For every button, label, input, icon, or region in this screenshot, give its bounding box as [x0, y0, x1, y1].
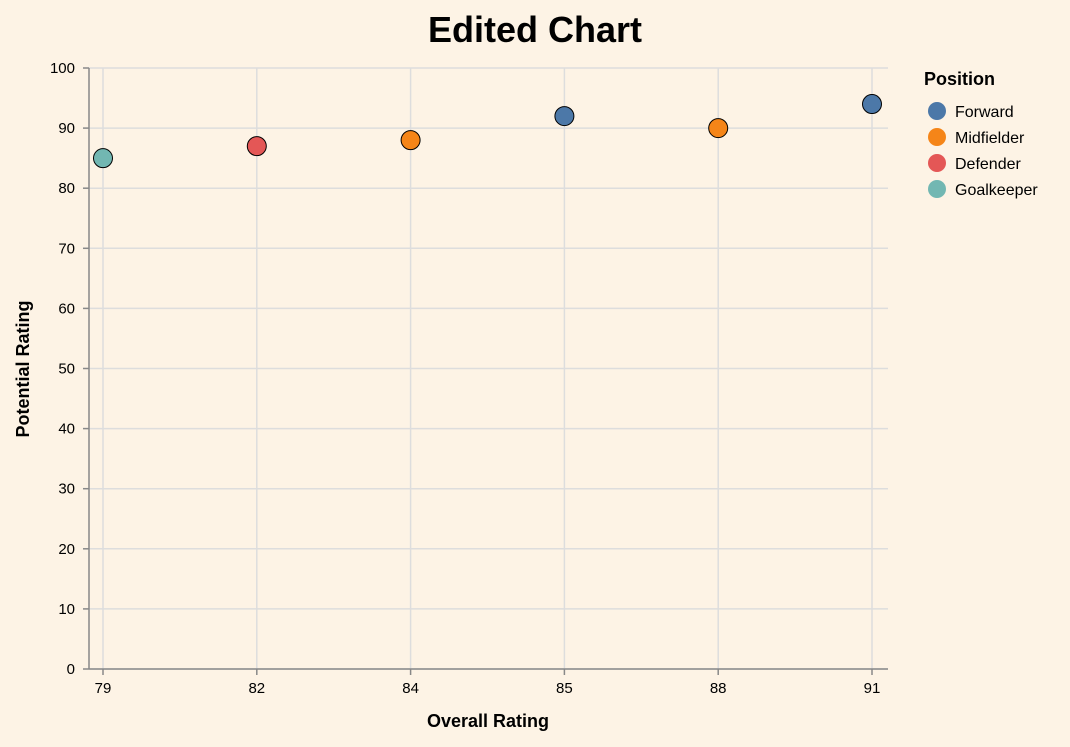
y-tick-label: 70 — [58, 240, 75, 257]
data-point — [862, 94, 882, 115]
chart-title: Edited Chart — [428, 9, 642, 50]
legend-label: Goalkeeper — [955, 182, 1038, 199]
data-point — [708, 118, 729, 139]
y-tick-label: 100 — [50, 60, 75, 77]
y-tick-label: 0 — [67, 661, 75, 678]
legend-label: Defender — [955, 156, 1021, 173]
y-tick-label: 90 — [58, 120, 75, 137]
legend-swatch — [928, 128, 946, 146]
x-tick-label: 88 — [710, 680, 727, 697]
data-point — [246, 136, 267, 157]
legend-swatch — [928, 102, 946, 120]
x-tick-label: 91 — [864, 680, 881, 697]
y-axis-title: Potential Rating — [13, 300, 33, 437]
data-point — [554, 106, 575, 127]
points-layer — [93, 94, 882, 169]
legend-label: Forward — [955, 104, 1014, 121]
y-tick-label: 20 — [58, 541, 75, 558]
legend-swatch — [928, 154, 946, 172]
grid-layer — [89, 67, 888, 670]
x-tick-label: 79 — [95, 680, 112, 697]
y-tick-label: 60 — [58, 300, 75, 317]
y-tick-label: 80 — [58, 180, 75, 197]
legend-title: Position — [924, 69, 995, 89]
data-point — [93, 148, 113, 169]
data-point — [400, 130, 421, 151]
axis-layer: 79 82 84 85 88 91 0 10 20 30 40 50 60 70 80 90 100 — [50, 60, 888, 697]
x-tick-label: 82 — [248, 680, 265, 697]
legend-label: Midfielder — [955, 130, 1025, 147]
x-tick-label: 85 — [556, 680, 573, 697]
y-tick-label: 50 — [58, 361, 75, 378]
legend-swatch — [928, 180, 946, 198]
legend: Position Forward Midfielder Defender Goalke… — [924, 69, 1038, 199]
y-tick-label: 40 — [58, 421, 75, 438]
x-axis-title: Overall Rating — [427, 711, 549, 731]
y-tick-label: 10 — [58, 601, 75, 618]
x-tick-label: 84 — [402, 680, 419, 697]
y-tick-label: 30 — [58, 481, 75, 498]
